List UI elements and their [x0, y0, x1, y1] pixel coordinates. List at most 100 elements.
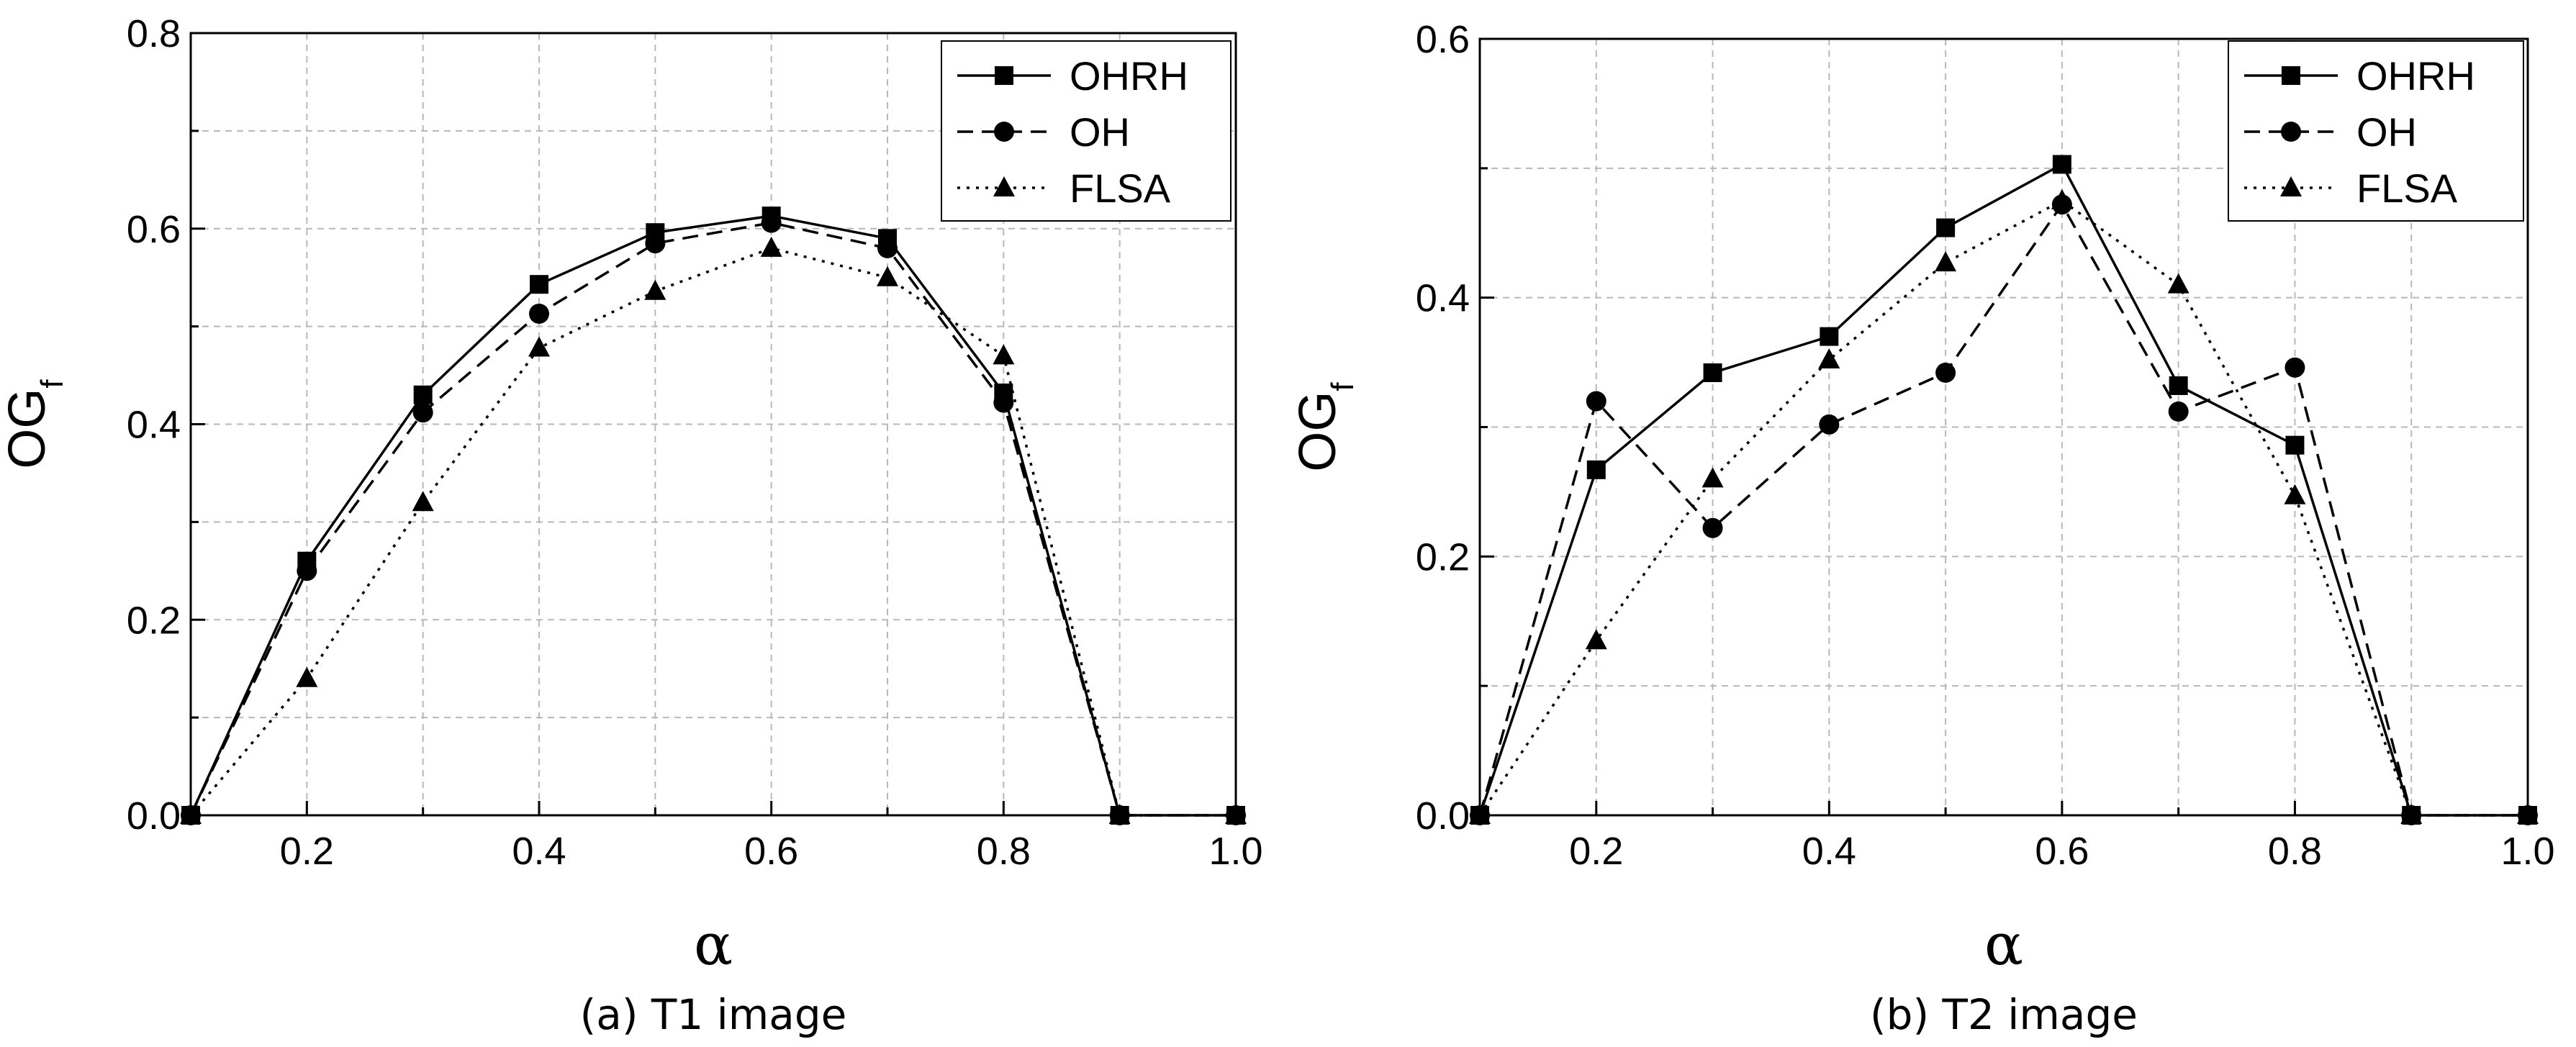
x-axis-title: α	[1984, 911, 2023, 978]
legend-marker-ohrh	[2282, 66, 2300, 85]
data-point-oh	[645, 233, 666, 254]
data-point-ohrh	[2052, 155, 2071, 174]
chart-caption: (a) T1 image	[580, 990, 847, 1039]
x-tick-label: 0.6	[2035, 830, 2089, 873]
series-ohrh	[1470, 155, 2537, 825]
data-point-ohrh	[2285, 435, 2305, 455]
data-point-oh	[297, 561, 317, 581]
y-tick-label: 0.2	[1416, 535, 1470, 579]
y-tick-label: 0.0	[127, 794, 181, 838]
data-point-flsa	[1469, 804, 1491, 824]
data-point-flsa	[2400, 804, 2423, 824]
y-tick-label: 0.6	[127, 208, 181, 251]
data-point-flsa	[877, 266, 898, 286]
data-point-flsa	[2167, 273, 2189, 294]
plot-frame	[1478, 37, 2529, 817]
data-point-flsa	[1108, 804, 1131, 824]
data-point-oh	[1586, 391, 1606, 412]
data-point-ohrh	[413, 385, 433, 404]
data-point-ohrh	[530, 275, 548, 294]
data-point-flsa	[2051, 189, 2073, 209]
ticks	[191, 32, 1237, 815]
series-oh	[1470, 194, 2538, 825]
y-axis-title: OGf	[0, 379, 70, 469]
data-point-flsa	[2284, 484, 2306, 504]
legend-label: OHRH	[2356, 53, 2475, 99]
y-tick-label: 0.4	[1416, 277, 1470, 320]
y-axis-title-text: OG	[1289, 391, 1347, 472]
data-point-oh	[1935, 362, 1956, 383]
legend-marker-oh	[994, 122, 1014, 142]
series-ohrh	[181, 207, 1245, 825]
data-point-oh	[993, 392, 1014, 413]
legend-label: OHRH	[1070, 53, 1188, 99]
x-tick-label: 0.8	[977, 830, 1031, 873]
series-flsa	[180, 236, 1247, 824]
data-point-oh	[2284, 357, 2305, 378]
data-point-oh	[1702, 517, 1723, 538]
y-axis-title-subscript: f	[35, 379, 70, 389]
x-tick-label: 0.8	[2268, 830, 2322, 873]
data-point-flsa	[296, 666, 318, 687]
x-axis-title: α	[694, 911, 733, 978]
chart-caption: (b) T2 image	[1870, 990, 2138, 1039]
data-point-ohrh	[1703, 363, 1722, 382]
data-point-flsa	[760, 236, 782, 257]
data-point-ohrh	[1820, 327, 1839, 346]
data-point-flsa	[1225, 804, 1247, 824]
data-point-flsa	[993, 344, 1015, 365]
series-line-oh	[1478, 201, 2528, 817]
y-tick-label: 0.0	[1416, 794, 1470, 838]
legend-label: OH	[1070, 109, 1130, 155]
y-tick-label: 0.8	[127, 12, 181, 55]
series-line-oh	[189, 221, 1236, 817]
plot-frame	[189, 32, 1237, 817]
grid	[1480, 39, 2528, 815]
y-tick-label: 0.6	[1416, 18, 1470, 61]
legend-marker-ohrh	[995, 66, 1013, 85]
data-point-flsa	[644, 279, 666, 300]
data-point-flsa	[412, 491, 434, 512]
data-point-flsa	[1701, 467, 1724, 488]
legend-marker-flsa	[993, 176, 1015, 196]
data-point-flsa	[1585, 629, 1607, 650]
series-line-flsa	[189, 247, 1236, 817]
data-point-flsa	[2517, 804, 2539, 824]
legend: OHRH OH FLSA	[941, 40, 1231, 222]
x-tick-label: 0.4	[512, 830, 566, 873]
data-point-ohrh	[2169, 376, 2188, 395]
y-tick-label: 0.2	[127, 599, 181, 642]
y-axis-title: OGf	[1289, 382, 1360, 472]
series-line-flsa	[1478, 199, 2528, 817]
y-tick-label: 0.4	[127, 404, 181, 447]
x-tick-label: 0.2	[1569, 830, 1623, 873]
x-tick-label: 1.0	[1208, 830, 1262, 873]
data-point-flsa	[528, 336, 550, 357]
data-point-oh	[1819, 414, 1840, 435]
data-point-ohrh	[1936, 218, 1956, 237]
data-point-oh	[412, 402, 433, 423]
chart-2: 0.2 0.4 0.6 0.8 1.0 0.0 0.2 0.4 0.6 OGf α (b) T2 im…	[1289, 18, 2555, 1039]
legend-label: OH	[2356, 109, 2417, 155]
series-oh	[181, 212, 1246, 825]
legend-label: FLSA	[2356, 166, 2458, 211]
data-point-flsa	[180, 804, 202, 824]
series-flsa	[1469, 189, 2539, 824]
chart-1: 0.2 0.4 0.6 0.8 1.0 0.0 0.2 0.4 0.6 0.8 OGf α (a) T1…	[0, 12, 1263, 1039]
x-tick-label: 0.4	[1802, 830, 1856, 873]
data-point-oh	[529, 303, 549, 324]
data-point-oh	[761, 212, 782, 233]
series-line-ohrh	[1478, 163, 2528, 817]
x-tick-label: 1.0	[2500, 830, 2554, 873]
data-point-oh	[877, 237, 898, 258]
x-tick-label: 0.2	[280, 830, 334, 873]
data-point-ohrh	[1586, 460, 1606, 479]
y-axis-title-text: OG	[0, 389, 56, 469]
data-point-oh	[2168, 401, 2189, 422]
legend: OHRH OH FLSA	[2228, 40, 2524, 222]
x-tick-label: 0.6	[744, 830, 798, 873]
legend-marker-flsa	[2280, 176, 2302, 196]
legend-label: FLSA	[1070, 166, 1171, 211]
series-line-ohrh	[189, 214, 1236, 817]
